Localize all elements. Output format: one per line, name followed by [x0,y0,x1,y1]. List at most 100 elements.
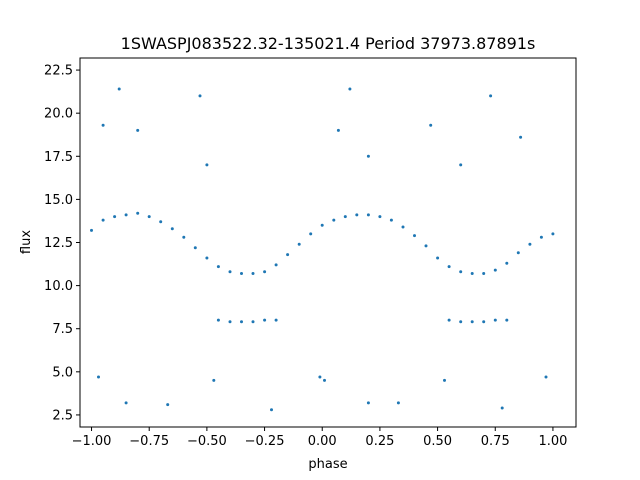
data-point [528,242,532,246]
data-point [274,318,278,322]
data-point [205,256,209,260]
x-tick-label: −0.75 [129,434,169,449]
x-tick-label: 0.50 [423,434,452,449]
data-point [493,318,497,322]
data-point [332,218,336,222]
x-tick-label: −0.25 [245,434,285,449]
data-point [436,256,440,260]
data-point [205,163,209,167]
data-point [240,272,243,275]
x-tick-label: 0.25 [365,434,394,449]
data-point [544,375,548,379]
y-tick-label: 12.5 [44,236,73,251]
data-point [320,223,324,227]
data-points [90,87,555,412]
data-point [336,128,340,132]
data-point [505,318,509,322]
data-point [516,251,520,255]
data-point [170,227,174,231]
x-axis: −1.00 −0.75 −0.50 −0.25 0.00 0.25 0.50 0.75 1.00 [72,427,567,449]
y-tick-label: 15.0 [44,193,73,208]
y-tick-label: 7.5 [52,322,73,337]
data-point [101,123,105,127]
x-tick-label: −0.50 [187,434,227,449]
data-point [366,213,370,217]
data-point [136,211,140,215]
data-point [413,234,416,238]
x-axis-label: phase [308,457,347,472]
y-axis-label: flux [19,230,34,254]
data-point [378,215,382,219]
data-point [447,318,451,322]
data-point [500,406,504,410]
y-tick-label: 2.5 [52,408,73,423]
chart-title: 1SWASPJ083522.32-135021.4 Period 37973.8… [121,34,536,53]
data-point [551,232,555,236]
data-point [519,135,523,139]
data-point [443,378,446,382]
data-point [343,215,347,219]
data-point [90,228,93,232]
data-point [447,265,451,269]
data-point [251,272,255,275]
y-tick-label: 22.5 [44,64,73,79]
data-point [286,253,290,257]
data-point [459,270,463,274]
data-point [228,320,232,324]
data-point [489,94,493,98]
data-point [366,401,370,405]
data-point [263,270,267,274]
y-tick-label: 17.5 [44,150,73,165]
data-point [401,225,405,229]
data-point [505,261,509,265]
data-point [240,320,243,324]
data-point [212,378,216,382]
data-point [113,215,117,219]
x-tick-label: −1.00 [72,434,112,449]
data-point [270,408,273,412]
data-point [216,265,220,269]
data-point [251,320,255,324]
x-tick-label: 0.00 [308,434,337,449]
data-point [166,403,170,407]
data-point [263,318,267,322]
data-point [318,375,322,379]
data-point [396,401,400,405]
y-tick-label: 10.0 [44,279,73,294]
data-point [124,401,128,405]
x-tick-label: 1.00 [538,434,567,449]
data-point [216,318,220,322]
data-point [117,87,121,91]
data-point [193,246,197,250]
data-point [309,232,313,236]
data-point [97,375,100,379]
data-point [482,272,486,275]
data-point [136,128,140,132]
data-point [389,218,393,222]
data-point [228,270,232,274]
data-point [429,123,433,127]
data-point [493,268,497,272]
data-point [348,87,352,91]
data-point [182,235,186,239]
data-point [297,242,301,246]
data-point [274,263,278,267]
data-point [124,213,128,217]
data-point [482,320,486,324]
data-point [470,272,474,275]
data-point [198,94,202,98]
data-point [147,215,151,219]
data-point [159,220,163,224]
y-tick-label: 20.0 [44,107,73,122]
x-tick-label: 0.75 [481,434,510,449]
data-point [459,163,463,167]
data-point [539,235,543,239]
data-point [424,244,428,248]
data-point [355,213,359,217]
data-point [459,320,463,324]
data-point [470,320,474,324]
y-axis: 2.5 5.0 7.5 10.0 12.5 15.0 17.5 20.0 22.5 [44,64,80,423]
data-point [323,378,326,382]
